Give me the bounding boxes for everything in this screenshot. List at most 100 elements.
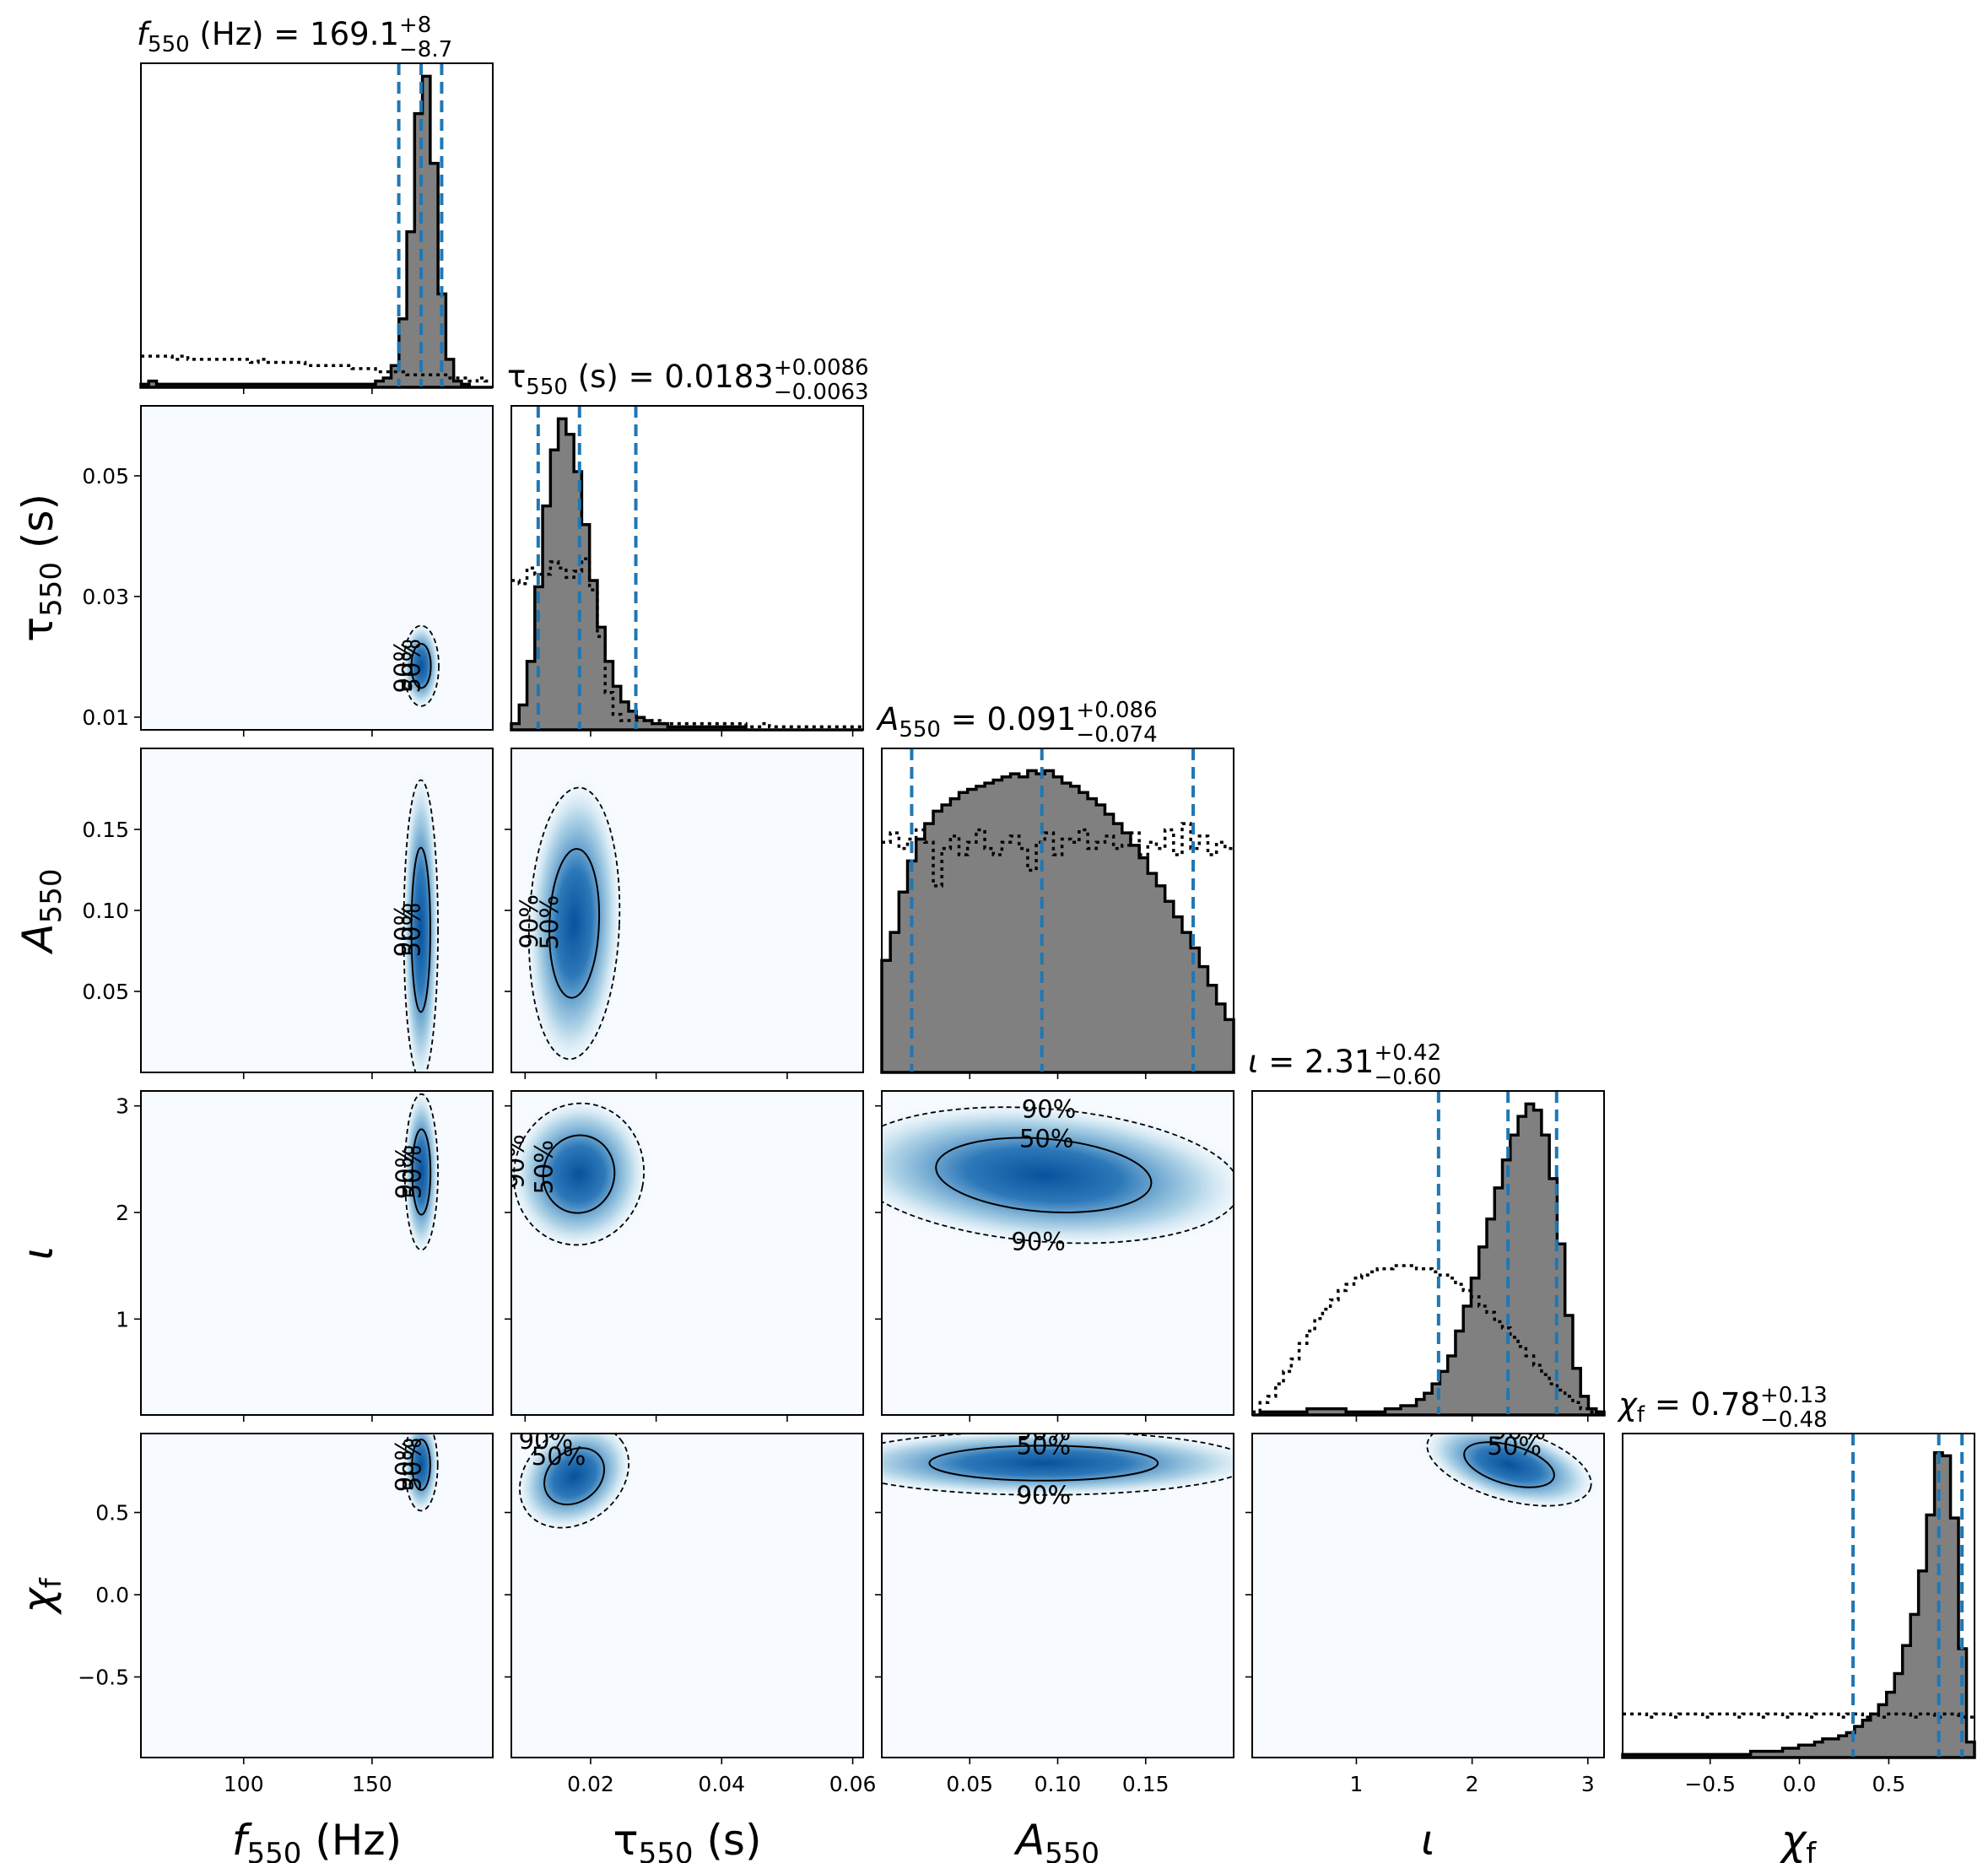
x-tick-label: 0.0 xyxy=(1783,1772,1817,1796)
contour-label-90: 90% xyxy=(1011,1227,1065,1256)
contour-label-90: 90% xyxy=(1017,1481,1071,1509)
x-tick-label: 0.05 xyxy=(946,1772,993,1796)
joint-panel-f550-A550: 90%50% xyxy=(140,748,494,1073)
y-tick-label: 1 xyxy=(116,1307,129,1331)
contour-label-50: 50% xyxy=(1488,1432,1542,1461)
joint-panel-A550-chif: 90%90%90%90%50% xyxy=(881,1417,1234,1758)
contour-50 xyxy=(1463,1441,1555,1488)
contour-50 xyxy=(410,643,432,689)
x-axis-label-f550: f550 (Hz) xyxy=(232,1816,402,1863)
x-axis-label-A550: A550 xyxy=(1013,1816,1099,1863)
contour-label-90: 90% xyxy=(501,1134,530,1188)
joint-panel-iota-chif: 90%50% xyxy=(1251,1432,1605,1758)
contour-50 xyxy=(411,1128,432,1216)
x-axis-label-chif: χf xyxy=(1779,1816,1818,1863)
contour-50 xyxy=(935,1137,1153,1214)
contour-label-50: 50% xyxy=(398,1145,427,1199)
title-iota: ι = 2.31+0.42 xyxy=(1248,1040,1441,1080)
panel-background xyxy=(141,1434,493,1758)
hist-panel-iota xyxy=(1251,1090,1606,1417)
prior-histogram xyxy=(1623,1712,1974,1719)
x-tick-label: −0.5 xyxy=(1684,1772,1736,1796)
panel-frame xyxy=(511,1090,864,1416)
density-cloud xyxy=(511,1094,652,1254)
contour-90 xyxy=(519,1434,630,1529)
x-tick-label: 0.06 xyxy=(829,1772,877,1796)
contour-90 xyxy=(402,779,439,1072)
panel-frame xyxy=(511,405,864,731)
contour-label-50: 50% xyxy=(532,1442,586,1471)
panel-frame xyxy=(140,1433,494,1758)
contour-label-90: 90% xyxy=(1022,1094,1076,1123)
contour-90 xyxy=(403,1093,439,1251)
contour-label-50: 50% xyxy=(1017,1431,1071,1460)
x-tick-label: 0.04 xyxy=(698,1772,745,1796)
contour-label-90: 90% xyxy=(389,639,418,693)
contour-90 xyxy=(1426,1434,1592,1507)
joint-panel-A550-iota: 90%90%50% xyxy=(881,1090,1234,1416)
x-tick-label: 100 xyxy=(224,1772,264,1796)
contour-50 xyxy=(543,1447,605,1506)
contour-50 xyxy=(928,1444,1159,1482)
contour-label-50: 50% xyxy=(1019,1125,1073,1153)
contour-label-90: 90% xyxy=(1017,1417,1071,1445)
contour-50 xyxy=(410,846,431,1013)
joint-panel-tau550-A550: 90%50% xyxy=(511,748,864,1073)
contour-label-50: 50% xyxy=(397,903,426,957)
panel-frame xyxy=(1251,1433,1605,1758)
panel-frame xyxy=(1251,1090,1605,1416)
y-tick-label: 0.5 xyxy=(95,1501,129,1526)
x-tick-label: 0.5 xyxy=(1872,1772,1906,1796)
posterior-histogram xyxy=(880,769,1235,1074)
y-tick-label: 0.01 xyxy=(82,705,129,730)
x-axis-label-tau550: τ550 (s) xyxy=(613,1816,762,1863)
panel-frame xyxy=(140,62,494,388)
contour-90 xyxy=(882,1106,1234,1245)
contour-label-90: 90% xyxy=(389,903,418,957)
y-tick-label: 0.15 xyxy=(82,818,129,842)
title-f550: f550 (Hz) = 169.1+8 xyxy=(137,13,431,57)
y-tick-label: −0.5 xyxy=(78,1665,129,1689)
contour-90 xyxy=(402,624,440,707)
y-axis-label-iota: ι xyxy=(14,1246,62,1261)
y-tick-label: 0.03 xyxy=(82,585,129,609)
x-tick-label: 0.15 xyxy=(1122,1772,1170,1796)
y-axis-label-chif: χf xyxy=(14,1577,68,1616)
y-axis-label-tau550: τ550 (s) xyxy=(14,494,68,642)
prior-histogram xyxy=(882,822,1234,888)
x-tick-label: 150 xyxy=(352,1772,392,1796)
joint-panel-tau550-chif: 90%50% xyxy=(511,1426,864,1758)
density-cloud xyxy=(402,762,440,1072)
contour-label-90: 90% xyxy=(515,894,543,948)
title-minus-tau550: −0.0063 xyxy=(774,380,869,405)
panel-background xyxy=(141,748,493,1072)
y-tick-label: 0.05 xyxy=(82,464,129,489)
title-chif: χf = 0.78+0.13 xyxy=(1617,1383,1828,1428)
y-tick-label: 2 xyxy=(116,1201,129,1225)
contour-90 xyxy=(512,1102,645,1246)
density-cloud xyxy=(402,1091,440,1260)
prior-histogram xyxy=(141,354,493,383)
contour-50 xyxy=(542,1134,616,1214)
panel-frame xyxy=(140,405,494,731)
density-cloud xyxy=(1418,1434,1601,1511)
contour-90 xyxy=(882,1434,1234,1496)
y-tick-label: 3 xyxy=(116,1094,129,1119)
x-tick-label: 1 xyxy=(1350,1772,1364,1796)
y-tick-label: 0.10 xyxy=(82,899,129,923)
density-cloud xyxy=(523,771,625,1072)
panel-background xyxy=(141,1091,493,1415)
joint-panel-f550-chif: 90%50% xyxy=(140,1433,494,1758)
x-tick-label: 3 xyxy=(1581,1772,1595,1796)
x-axis-label-iota: ι xyxy=(1421,1816,1435,1863)
contour-label-90: 90% xyxy=(390,1438,419,1492)
posterior-histogram xyxy=(1621,1450,1976,1759)
hist-panel-chif xyxy=(1621,1433,1976,1759)
contour-label-90: 90% xyxy=(391,1145,419,1199)
x-tick-label: 2 xyxy=(1466,1772,1479,1796)
x-tick-label: 0.02 xyxy=(567,1772,614,1796)
panel-background xyxy=(141,406,493,730)
hist-panel-A550 xyxy=(880,748,1235,1074)
contour-label-90: 90% xyxy=(519,1426,573,1455)
